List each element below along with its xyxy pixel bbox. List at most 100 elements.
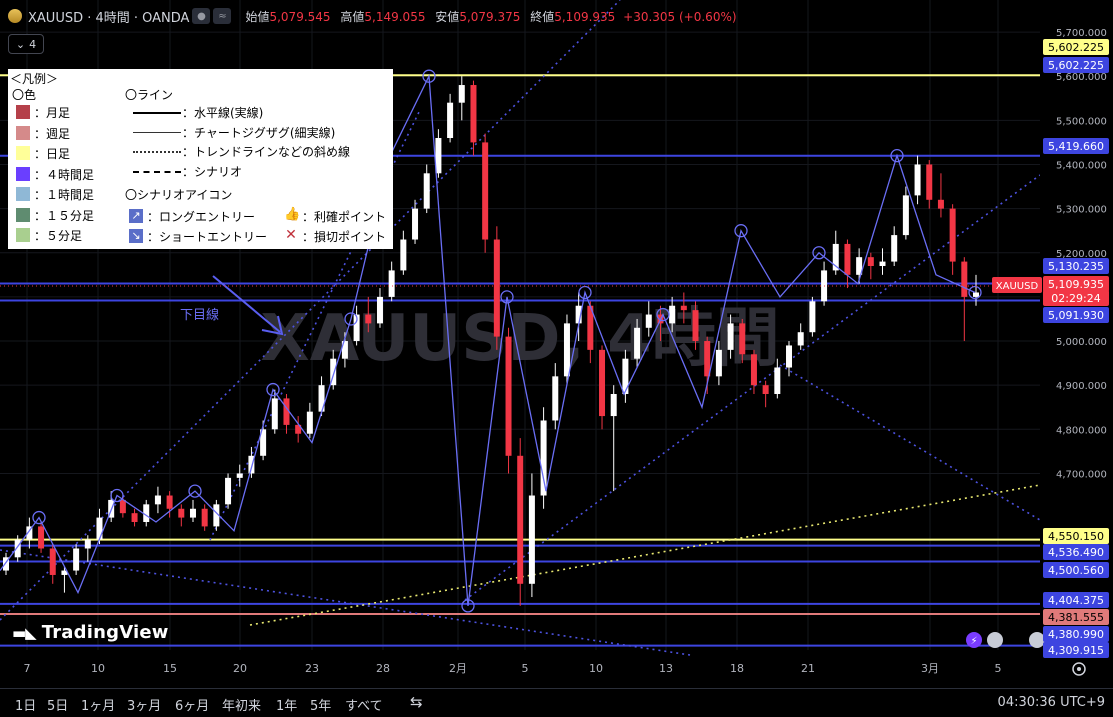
candle-body bbox=[435, 138, 442, 174]
candle-body bbox=[575, 305, 582, 324]
calendar-range-icon[interactable]: ⇆ bbox=[410, 693, 423, 711]
legend-icon-label-profit: ：利確ポイント bbox=[302, 210, 387, 224]
candle-body bbox=[587, 305, 594, 350]
symbol-title[interactable]: XAUUSD · 4時間 · OANDA bbox=[28, 10, 190, 26]
legend-color-label: ：５分足 bbox=[34, 229, 83, 243]
candle-body bbox=[610, 394, 617, 417]
candle-body bbox=[493, 239, 500, 337]
candle-body bbox=[14, 539, 21, 558]
legend-panel: ＜凡例＞ 〇色 ：月足 ：週足 ：日足 ：４時間足 ：１時間足 ：１５分足 ：５分足 〇ライ… bbox=[8, 69, 393, 249]
legend-line-label: ：チャートジグザグ(細実線) bbox=[182, 125, 336, 140]
candle-body bbox=[119, 499, 126, 514]
zigzag-point bbox=[344, 312, 358, 326]
range-button[interactable]: すべて bbox=[345, 699, 383, 714]
tradingview-logo-icon: ▬◣ bbox=[12, 623, 37, 642]
x-tick-label: 2月 bbox=[449, 662, 467, 675]
zigzag-point bbox=[422, 69, 436, 83]
x-tick-label: 3月 bbox=[921, 662, 939, 675]
time-axis[interactable]: 7 10 15 20 23 28 2月 5 10 13 18 21 3月 5 bbox=[24, 662, 1002, 675]
candle-body bbox=[447, 102, 454, 138]
x-tick-label: 13 bbox=[659, 662, 673, 675]
price-box: 5,091.930 bbox=[1043, 307, 1109, 323]
candle-body bbox=[365, 314, 372, 324]
price-box: 5,602.225 bbox=[1043, 39, 1109, 55]
price-box: 02:29:24 bbox=[1043, 290, 1109, 306]
candle-body bbox=[271, 398, 278, 430]
down-view-label: 下目線 bbox=[180, 307, 219, 323]
zigzag-point bbox=[890, 149, 904, 163]
candle-body bbox=[669, 305, 676, 324]
candles bbox=[3, 76, 979, 606]
candle-body bbox=[353, 314, 360, 342]
candle-body bbox=[458, 85, 465, 103]
us-flag-icon bbox=[987, 632, 1003, 648]
zigzag-point bbox=[812, 246, 826, 260]
candle-body bbox=[704, 341, 711, 377]
candle-body bbox=[891, 235, 898, 262]
range-button[interactable]: 5日 bbox=[47, 699, 69, 714]
candle-body bbox=[739, 323, 746, 355]
candle-body bbox=[376, 296, 383, 324]
compare-badge[interactable]: ≈ bbox=[213, 8, 232, 24]
candle-body bbox=[236, 473, 243, 478]
price-box: 5,109.935 bbox=[1043, 276, 1109, 292]
tradingview-logo[interactable]: ▬◣ TradingView bbox=[12, 622, 169, 643]
down-view-annotation: 下目線 bbox=[180, 275, 284, 336]
legend-title: ＜凡例＞ bbox=[10, 72, 59, 86]
open-value: 5,079.545 bbox=[269, 9, 331, 24]
open-label: 始値 bbox=[245, 9, 270, 24]
candle-body bbox=[400, 239, 407, 271]
zigzag-point bbox=[32, 510, 46, 525]
candle-body bbox=[797, 332, 804, 346]
range-button[interactable]: 3ヶ月 bbox=[127, 699, 162, 714]
zigzag-point bbox=[968, 285, 982, 300]
candle-body bbox=[341, 341, 348, 359]
candle-body bbox=[750, 354, 757, 386]
event-icons[interactable]: ⚡ bbox=[966, 632, 1045, 648]
candle-body bbox=[131, 513, 138, 522]
y-tick-label: 5,300.000 bbox=[1056, 205, 1107, 216]
price-box: 5,130.235 bbox=[1043, 258, 1109, 274]
candle-body bbox=[528, 495, 535, 584]
candle-body bbox=[143, 504, 150, 522]
legend-line-sample bbox=[133, 131, 181, 133]
candle-body bbox=[937, 199, 944, 209]
x-tick-label: 21 bbox=[801, 662, 815, 675]
legend-color-swatch bbox=[16, 146, 30, 160]
candle-body bbox=[178, 508, 185, 518]
candle-body bbox=[38, 526, 45, 549]
range-button[interactable]: 1日 bbox=[15, 699, 37, 714]
range-button[interactable]: 1ヶ月 bbox=[81, 699, 116, 714]
legend-line-label: ：トレンドラインなどの斜め線 bbox=[182, 145, 351, 159]
range-button[interactable]: 5年 bbox=[310, 699, 332, 714]
market-status-icon[interactable]: ● bbox=[192, 8, 211, 24]
candle-body bbox=[517, 455, 524, 584]
candle-body bbox=[189, 508, 196, 518]
settings-gear-icon[interactable] bbox=[1072, 662, 1086, 676]
candle-body bbox=[3, 557, 9, 571]
candle-body bbox=[622, 358, 629, 394]
legend-line-heading: 〇ライン bbox=[125, 88, 174, 102]
legend-color-swatch bbox=[16, 207, 30, 222]
gold-symbol-icon bbox=[8, 9, 22, 23]
legend-color-swatch bbox=[16, 228, 30, 242]
indicator-toggle[interactable]: ⌄ 4 bbox=[8, 34, 44, 54]
close-label: 終値 bbox=[530, 9, 555, 24]
range-button[interactable]: 6ヶ月 bbox=[175, 699, 210, 714]
legend-line-label: ：水平線(実線) bbox=[182, 106, 264, 120]
range-button[interactable]: 年初来 bbox=[222, 699, 262, 714]
range-button[interactable]: 1年 bbox=[276, 699, 298, 714]
x-tick-label: 10 bbox=[91, 662, 105, 675]
candle-body bbox=[154, 495, 161, 505]
utc-clock[interactable]: 04:30:36 UTC+9 bbox=[997, 695, 1105, 710]
zigzag-polyline bbox=[0, 73, 976, 606]
candle-body bbox=[49, 548, 56, 575]
legend-color-label: ：日足 bbox=[34, 147, 71, 161]
price-axis[interactable]: 4,700.000 4,800.000 4,900.000 5,000.000 5,10… bbox=[1040, 0, 1113, 688]
x-tick-label: 23 bbox=[305, 662, 319, 675]
legend-line-sample bbox=[133, 170, 181, 173]
legend-line-sample bbox=[133, 112, 181, 114]
candle-body bbox=[505, 336, 512, 456]
candle-body bbox=[902, 195, 909, 236]
